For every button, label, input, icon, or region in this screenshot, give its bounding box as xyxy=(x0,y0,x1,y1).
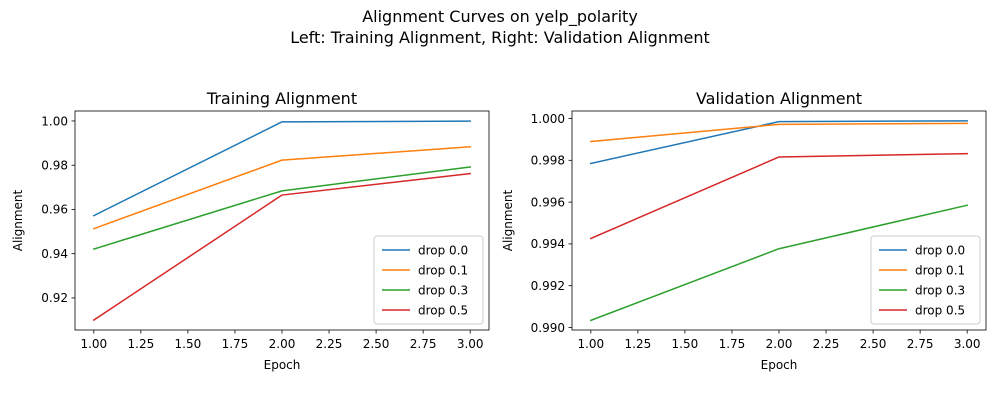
training-y-tick-label: 0.92 xyxy=(41,291,68,305)
figure-suptitle-line1: Alignment Curves on yelp_polarity xyxy=(362,7,638,27)
training-y-tick-label: 0.98 xyxy=(41,158,68,172)
validation-legend-label-0: drop 0.0 xyxy=(915,243,965,257)
training-x-tick-label: 2.25 xyxy=(316,337,343,351)
training-x-tick-label: 3.00 xyxy=(457,337,484,351)
training-x-tick-label: 1.75 xyxy=(222,337,249,351)
validation-x-tick-label: 1.25 xyxy=(625,337,652,351)
training-legend: drop 0.0 drop 0.1 drop 0.3 drop 0.5 xyxy=(373,235,484,325)
training-series-line-2 xyxy=(92,166,472,250)
training-legend-label-0: drop 0.0 xyxy=(418,243,468,257)
validation-x-tick-label: 3.00 xyxy=(954,337,981,351)
validation-x-tick-label: 1.75 xyxy=(719,337,746,351)
training-x-tick-label: 1.25 xyxy=(128,337,155,351)
training-legend-frame xyxy=(373,235,484,325)
training-series-line-1 xyxy=(92,146,471,230)
validation-legend-frame xyxy=(870,235,981,325)
validation-legend-label-1: drop 0.1 xyxy=(915,263,965,277)
validation-x-tick-label: 1.50 xyxy=(672,337,699,351)
training-alignment-chart: Training Alignment 1.00 1.25 1.50 1.75 2.00 2.… xyxy=(11,89,490,372)
validation-x-tick-label: 2.50 xyxy=(860,337,887,351)
validation-x-tick-label: 1.00 xyxy=(577,337,604,351)
validation-x-axis-label: Epoch xyxy=(761,358,798,372)
training-x-tick-label: 2.50 xyxy=(363,337,390,351)
validation-series-line-1 xyxy=(590,122,968,143)
validation-x-tick-label: 2.25 xyxy=(813,337,840,351)
validation-legend-label-3: drop 0.5 xyxy=(915,303,965,317)
validation-x-tick-label: 2.75 xyxy=(907,337,934,351)
training-y-tick-label: 1.00 xyxy=(41,114,68,128)
validation-legend: drop 0.0 drop 0.1 drop 0.3 drop 0.5 xyxy=(870,235,981,325)
training-legend-label-2: drop 0.3 xyxy=(418,283,468,297)
validation-y-tick-label: 0.992 xyxy=(531,279,565,293)
figure-suptitle-line2: Left: Training Alignment, Right: Validat… xyxy=(290,28,710,47)
validation-series-line-2 xyxy=(589,204,969,322)
training-x-tick-label: 2.75 xyxy=(410,337,437,351)
training-y-tick-label: 0.96 xyxy=(41,203,68,217)
validation-alignment-chart: Validation Alignment 1.00 1.25 1.50 1.75 2.00… xyxy=(501,89,987,372)
validation-y-tick-label: 0.994 xyxy=(531,237,565,251)
validation-y-tick-label: 1.000 xyxy=(531,112,565,126)
training-chart-title: Training Alignment xyxy=(206,89,357,108)
training-x-axis-label: Epoch xyxy=(264,358,301,372)
training-x-tick-label: 1.00 xyxy=(80,337,107,351)
training-x-tick-label: 1.50 xyxy=(175,337,202,351)
validation-y-axis-label: Alignment xyxy=(501,189,515,251)
validation-series-line-3 xyxy=(589,152,968,240)
training-series-line-0 xyxy=(92,120,471,217)
validation-y-tick-label: 0.996 xyxy=(531,195,565,209)
validation-series-line-0 xyxy=(589,120,968,165)
training-y-tick-label: 0.94 xyxy=(41,247,68,261)
validation-legend-label-2: drop 0.3 xyxy=(915,283,965,297)
validation-chart-title: Validation Alignment xyxy=(696,89,862,108)
training-legend-label-1: drop 0.1 xyxy=(418,263,468,277)
training-y-axis-label: Alignment xyxy=(11,189,25,251)
training-legend-label-3: drop 0.5 xyxy=(418,303,468,317)
training-series-line-3 xyxy=(92,172,472,322)
validation-y-tick-label: 0.990 xyxy=(531,321,565,335)
training-x-tick-label: 2.00 xyxy=(269,337,296,351)
validation-x-tick-label: 2.00 xyxy=(766,337,793,351)
validation-y-tick-label: 0.998 xyxy=(531,154,565,168)
